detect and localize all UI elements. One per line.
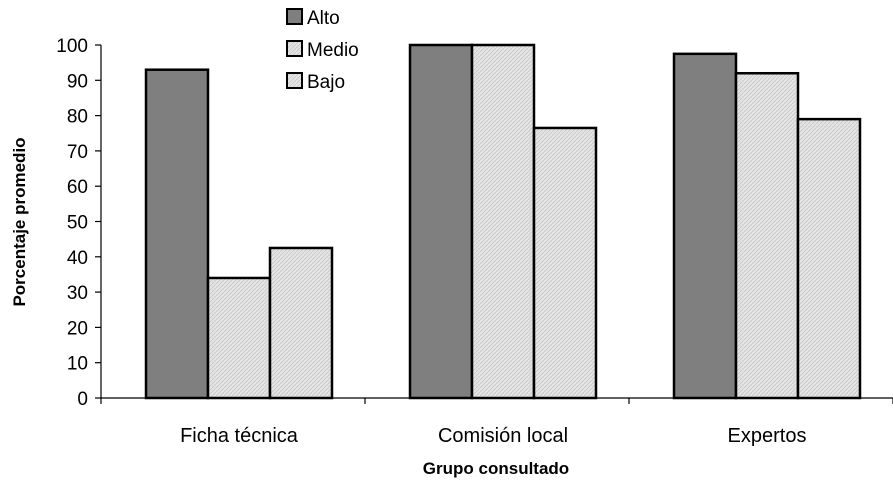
legend-label-alto: Alto [307,8,340,29]
x-axis-title: Grupo consultado [423,459,569,478]
x-category-label: Comisión local [438,425,568,447]
x-category-label: Ficha técnica [180,425,299,447]
legend-swatch-medio [286,40,303,57]
y-tick-label: 10 [67,354,88,375]
y-tick-label: 50 [67,213,88,234]
legend-swatch-bajo [286,72,303,89]
bar-medio-2 [470,43,536,400]
x-category-label: Expertos [728,425,807,447]
y-tick-label: 20 [67,318,88,339]
legend-swatch-alto [286,8,303,25]
legend-label-bajo: Bajo [307,72,345,93]
legend-label-medio: Medio [307,40,359,61]
bar-medio-1 [206,276,272,400]
bar-alto-3 [672,52,738,400]
y-tick-label: 70 [67,142,88,163]
y-tick-label: 30 [67,283,88,304]
y-tick-label: 90 [67,71,88,92]
bar-bajo-3 [796,117,862,400]
y-tick-label: 0 [77,389,88,410]
y-tick-label: 40 [67,248,88,269]
bar-alto-1 [144,68,210,400]
y-axis-title: Porcentaje promedio [10,137,29,306]
bar-bajo-1 [268,246,334,400]
y-tick-label: 80 [67,107,88,128]
bar-alto-2 [408,43,474,400]
y-tick-label: 100 [56,36,88,57]
y-tick-label: 60 [67,177,88,198]
bar-medio-3 [734,71,800,400]
bar-bajo-2 [532,126,598,400]
